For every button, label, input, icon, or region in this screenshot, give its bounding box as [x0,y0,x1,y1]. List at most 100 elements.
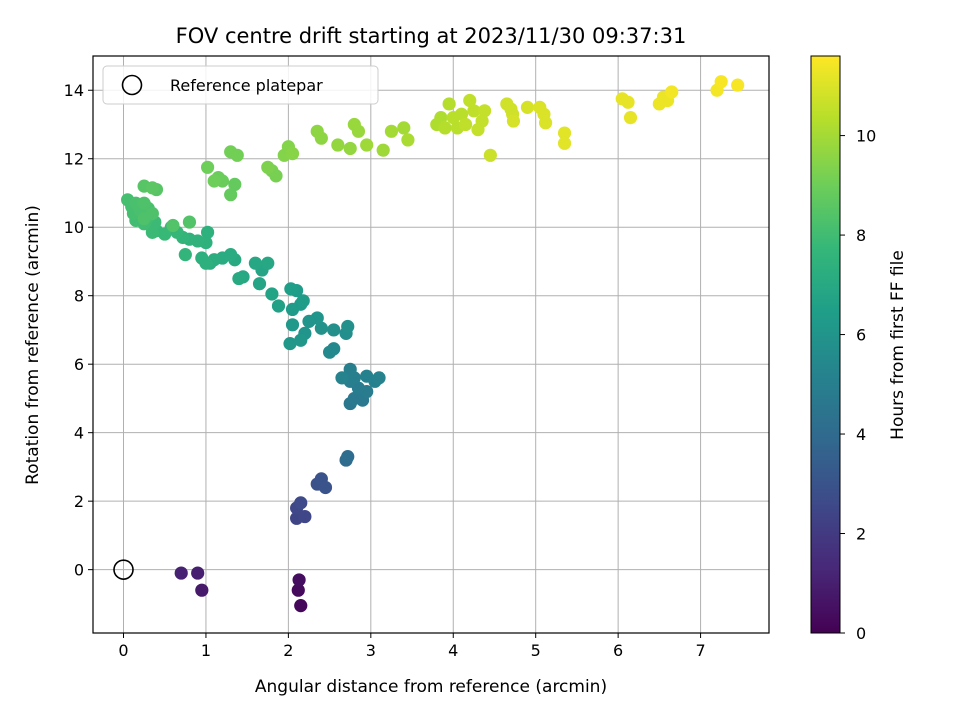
data-point [477,104,492,118]
data-point [230,148,244,162]
data-point [284,282,298,296]
data-point [145,225,159,239]
data-point [463,93,477,108]
data-point [401,133,415,147]
data-point [294,599,308,613]
y-tick-label: 4 [74,424,84,443]
data-point [442,97,456,111]
data-point [454,107,469,121]
chart-title: FOV centre drift starting at 2023/11/30 … [176,24,687,48]
y-tick-label: 12 [64,150,84,169]
data-point [343,141,357,156]
data-point [434,111,448,125]
data-point [137,196,151,210]
data-point [351,124,366,138]
legend-marker-icon [121,74,143,96]
data-point [174,566,188,580]
data-point [314,131,328,145]
data-point [623,111,638,125]
y-tick-label: 10 [64,218,84,237]
y-axis-ticks: 0 2 4 6 8 10 12 14 [64,81,93,580]
y-tick-label: 0 [74,561,84,580]
y-tick-label: 2 [74,492,84,511]
data-point [191,566,205,580]
legend-entry-reference: Reference platepar [170,76,323,95]
data-point [714,75,728,89]
legend: Reference platepar [102,65,379,105]
data-point [520,100,535,114]
data-point [314,321,328,335]
y-axis-label: Rotation from reference (arcmin) [23,205,43,485]
data-point [341,319,355,334]
data-point [283,337,297,351]
data-point [285,318,300,332]
x-tick-label: 2 [283,641,293,660]
y-tick-label: 8 [74,287,84,306]
colorbar-label: Hours from first FF file [888,250,908,440]
data-point [397,121,411,135]
colorbar-gradient [810,55,841,634]
colorbar: 0 2 4 6 8 10 Hours from first FF file [810,55,908,643]
data-point [384,124,399,138]
data-point [557,136,572,150]
data-point [341,450,355,464]
colorbar-tick-label: 10 [856,127,876,146]
data-point [438,121,452,135]
data-point [285,146,300,161]
x-axis-ticks: 0 1 2 3 4 5 6 7 [118,633,706,660]
x-tick-label: 0 [118,641,128,660]
data-point [294,496,308,510]
y-tick-label: 14 [64,81,84,100]
data-point [376,143,390,157]
x-tick-label: 4 [448,641,458,660]
data-point [621,95,635,109]
data-point [327,323,341,337]
data-point [195,583,209,597]
grid-lines [93,56,769,633]
data-point [335,371,349,385]
data-point [178,248,192,262]
data-point [291,583,305,597]
data-point [331,138,345,152]
colorbar-tick-label: 0 [856,624,866,643]
data-point [467,104,481,118]
data-point [302,314,316,328]
data-point [506,114,521,128]
colorbar-ticks: 0 2 4 6 8 10 [840,127,876,643]
data-point [292,573,306,587]
data-point [248,256,263,270]
data-point [483,148,497,162]
data-point [360,138,374,152]
data-point [252,277,267,291]
colorbar-tick-label: 4 [856,425,866,444]
data-point [228,177,242,192]
reference-point-marker [113,559,134,580]
data-point [200,160,215,174]
data-point [207,174,221,188]
plot-frame [92,55,770,634]
data-point [145,181,159,195]
y-tick-label: 6 [74,355,84,374]
data-point [298,509,312,524]
data-point [665,85,679,99]
colorbar-tick-label: 2 [856,525,866,544]
data-point [318,480,333,495]
scatter-points [121,75,745,613]
data-point [731,78,745,92]
colorbar-tick-label: 6 [856,326,866,345]
data-point [372,371,386,385]
data-point [195,251,209,265]
data-point [285,302,300,317]
reference-marker-layer [113,559,134,580]
data-point [475,114,489,128]
data-point [265,287,279,301]
data-point [182,215,197,229]
data-point [166,218,180,233]
data-point [294,333,308,347]
x-tick-label: 6 [613,641,623,660]
data-point [261,256,275,270]
data-point [224,188,238,202]
data-point [557,126,572,140]
data-point [137,212,151,226]
